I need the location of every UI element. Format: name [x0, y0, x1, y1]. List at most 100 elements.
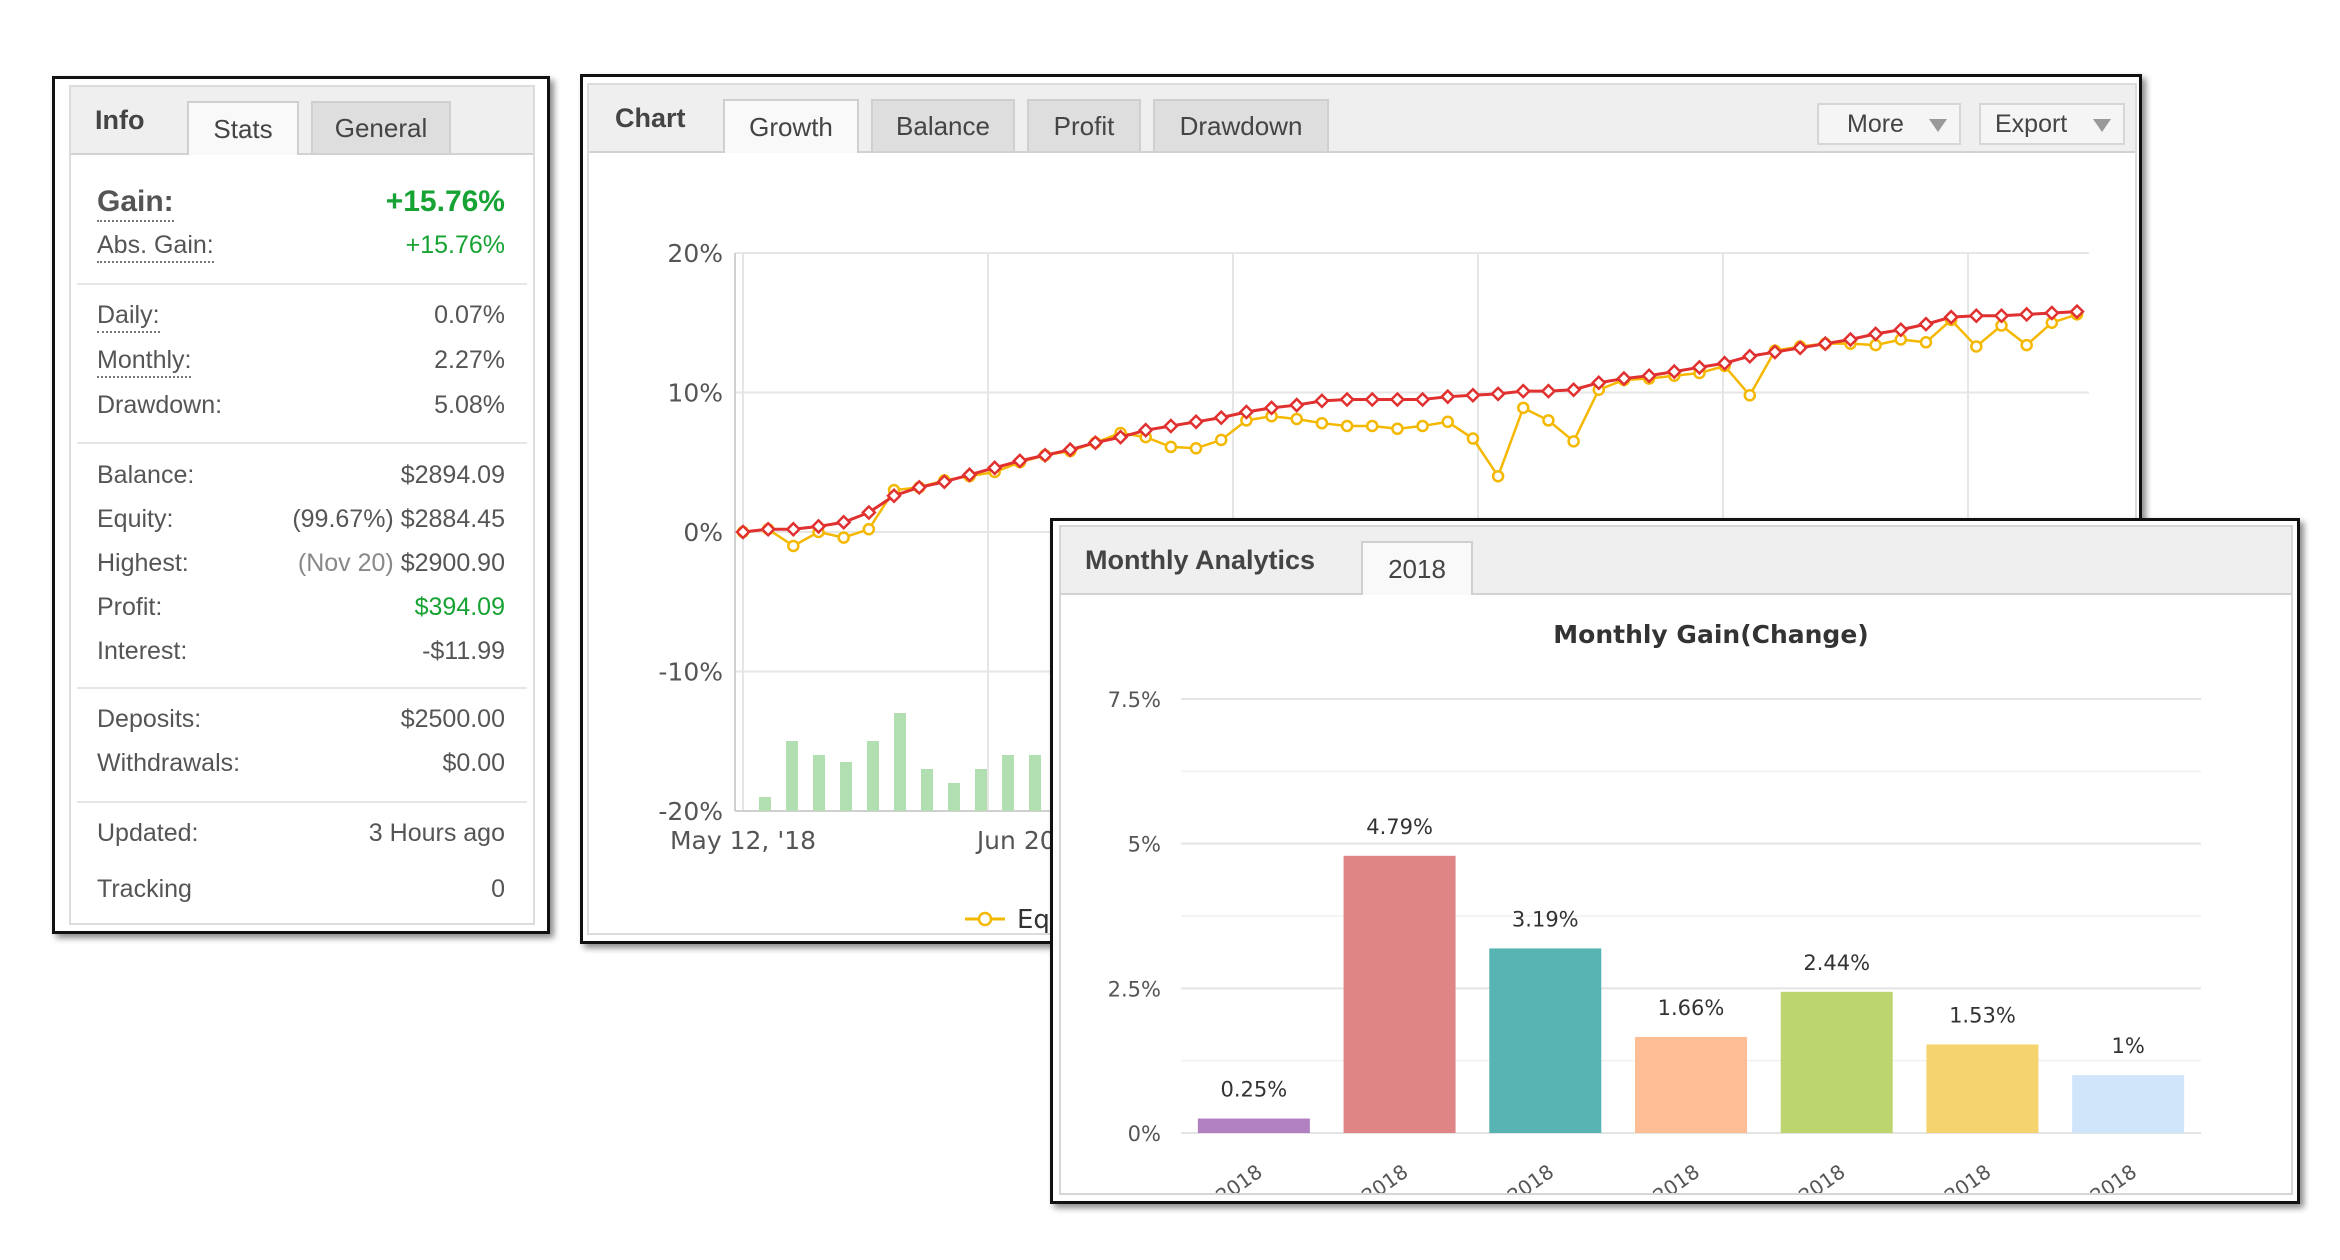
growth-point [1238, 404, 1255, 420]
growth-point [1666, 363, 1683, 380]
x-tick-label: May 12, '18 [670, 826, 816, 855]
tab-stats[interactable]: Stats [187, 101, 299, 155]
growth-point [1288, 397, 1305, 413]
highest-date: (Nov 20) [297, 549, 394, 577]
growth-point [1993, 308, 2010, 324]
equity-point [1416, 419, 1429, 433]
more-dropdown[interactable]: More [1817, 103, 1961, 145]
x-tick-label: Oct 2018 [1906, 1159, 1995, 1193]
tab-growth[interactable]: Growth [723, 99, 859, 153]
equity-point [837, 531, 850, 544]
growth-point [911, 479, 927, 496]
volume-bar [921, 769, 933, 811]
x-tick-label: Nov 2018 [2048, 1159, 2141, 1193]
tab-2018[interactable]: 2018 [1361, 541, 1473, 595]
growth-point [1792, 340, 1808, 356]
volume-bar [1002, 755, 1014, 811]
withdrawals-label: Withdrawals: [97, 749, 241, 777]
volume-bar [975, 769, 987, 811]
divider [77, 801, 527, 803]
highest-value: $2900.90 [400, 549, 505, 577]
growth-point [1641, 367, 1657, 384]
volume-bar [867, 741, 879, 811]
growth-point [1087, 434, 1104, 451]
monthly-value: 2.27% [434, 346, 505, 374]
growth-point [2018, 306, 2035, 323]
deposits-value: $2500.00 [400, 705, 505, 733]
daily-row: Daily: 0.07% [97, 301, 505, 341]
volume-bar [759, 797, 771, 811]
growth-point [1742, 348, 1758, 364]
export-dropdown[interactable]: Export [1979, 103, 2125, 145]
tab-drawdown[interactable]: Drawdown [1153, 99, 1329, 151]
equity-point [1391, 422, 1404, 436]
divider [77, 283, 527, 285]
chevron-down-icon [2093, 119, 2111, 132]
bar-value-label: 1% [2111, 1034, 2144, 1058]
highest-row: Highest: (Nov 20) $2900.90 [97, 549, 505, 589]
equity-point [1214, 433, 1228, 447]
gain-label[interactable]: Gain: [97, 185, 174, 222]
equity-point [862, 522, 876, 536]
equity-point [1441, 415, 1455, 429]
growth-point [1616, 370, 1632, 387]
growth-point [1490, 386, 1506, 402]
bar-nov-2018 [2072, 1075, 2185, 1133]
growth-point [1540, 383, 1557, 399]
growth-point [2044, 305, 2060, 321]
y-tick-label: -20% [658, 797, 723, 826]
growth-point [1364, 391, 1381, 408]
equity-point [1189, 442, 1203, 455]
abs-gain-value: +15.76% [405, 231, 505, 259]
y-tick-label: 0% [683, 518, 723, 547]
equity-point [1365, 419, 1379, 433]
growth-point [1842, 331, 1859, 348]
y-tick-label: 5% [1128, 833, 1161, 857]
abs-gain-label[interactable]: Abs. Gain: [97, 231, 214, 263]
monthly-tabbar: Monthly Analytics 2018 [1061, 527, 2291, 595]
bar-value-label: 1.66% [1658, 996, 1725, 1020]
monthly-analytics-window: Monthly Analytics 2018 Monthly Gain(Chan… [1050, 518, 2300, 1204]
equity-percent: (99.67%) [292, 505, 394, 533]
growth-point [1817, 335, 1834, 352]
updated-value: 3 Hours ago [368, 819, 505, 847]
growth-point [1439, 388, 1456, 405]
bar-jun-2018 [1343, 855, 1456, 1133]
growth-point [1767, 344, 1783, 360]
bar-aug-2018 [1635, 1036, 1747, 1133]
equity-point [1491, 469, 1505, 483]
daily-label[interactable]: Daily: [97, 301, 160, 333]
y-tick-label: 2.5% [1108, 977, 1161, 1001]
legend-marker [977, 911, 993, 927]
balance-row: Balance: $2894.09 [97, 461, 505, 501]
bar-jul-2018 [1489, 948, 1602, 1133]
growth-point [1943, 309, 1959, 325]
updated-row: Updated: 3 Hours ago [97, 819, 505, 859]
equity-point [1315, 416, 1329, 430]
growth-point [810, 518, 827, 535]
growth-point [936, 474, 953, 490]
balance-label: Balance: [97, 461, 195, 489]
tab-balance[interactable]: Balance [871, 99, 1015, 151]
monthly-row: Monthly: 2.27% [97, 346, 505, 386]
growth-point [1339, 391, 1355, 408]
x-tick-label: Sep 2018 [1758, 1159, 1850, 1193]
x-tick-label: Jul 2018 [1476, 1159, 1558, 1193]
withdrawals-value: $0.00 [442, 749, 505, 777]
tab-general[interactable]: General [311, 101, 451, 153]
equity-row: Equity: (99.67%) $2884.45 [97, 505, 505, 545]
volume-bar [894, 713, 906, 811]
growth-point [735, 524, 751, 540]
y-tick-label: 10% [667, 379, 723, 408]
monthly-label[interactable]: Monthly: [97, 346, 192, 378]
growth-point [1414, 391, 1431, 408]
equity-point [1340, 419, 1354, 433]
bar-may-2018 [1197, 1118, 1310, 1133]
growth-point [1515, 383, 1532, 399]
interest-row: Interest: -$11.99 [97, 637, 505, 677]
tab-profit[interactable]: Profit [1027, 99, 1141, 151]
updated-label: Updated: [97, 819, 199, 847]
growth-point [1012, 453, 1028, 469]
gain-value: +15.76% [385, 185, 505, 218]
growth-point [1188, 414, 1204, 430]
